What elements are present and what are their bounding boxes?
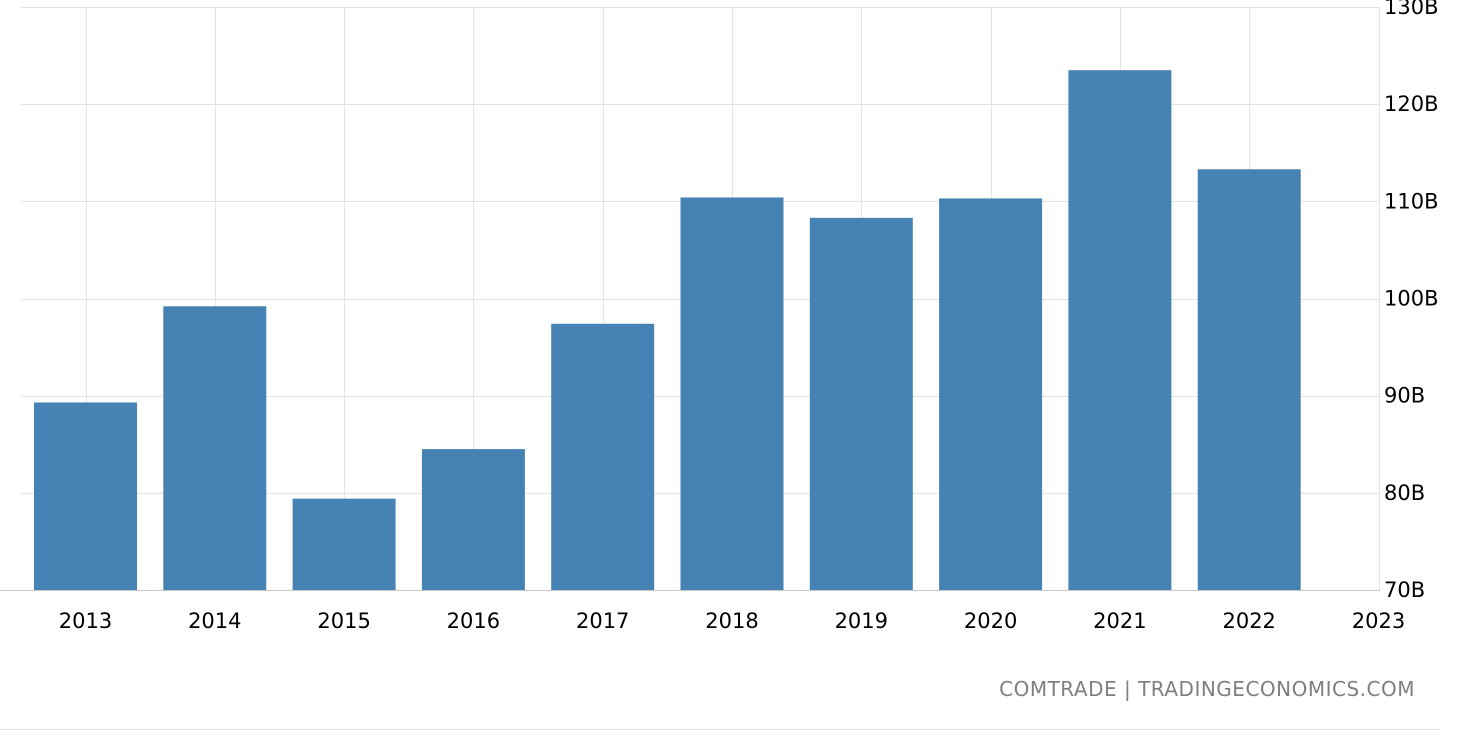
x-tick-label: 2014 bbox=[188, 609, 241, 633]
bar-2017 bbox=[551, 323, 655, 590]
source-attribution: COMTRADE | TRADINGECONOMICS.COM bbox=[999, 677, 1415, 701]
y-tick-label: 100B bbox=[1384, 287, 1439, 311]
x-tick-label: 2015 bbox=[317, 609, 370, 633]
bar-2014 bbox=[163, 306, 267, 590]
y-tick-label: 90B bbox=[1384, 384, 1425, 408]
bar-series bbox=[34, 70, 1301, 591]
x-tick-label: 2023 bbox=[1352, 609, 1405, 633]
y-tick-label: 110B bbox=[1384, 189, 1439, 213]
bar-2013 bbox=[34, 402, 137, 590]
x-tick-label: 2018 bbox=[705, 609, 758, 633]
y-tick-label: 130B bbox=[1384, 0, 1439, 19]
y-tick-label: 70B bbox=[1384, 578, 1425, 602]
footer-divider bbox=[0, 729, 1440, 730]
bar-2022 bbox=[1197, 169, 1301, 591]
bar-2020 bbox=[939, 198, 1043, 590]
x-tick-label: 2016 bbox=[447, 609, 500, 633]
bar-2016 bbox=[421, 449, 525, 590]
bar-2018 bbox=[680, 197, 784, 591]
x-tick-label: 2022 bbox=[1222, 609, 1275, 633]
bar-2015 bbox=[292, 498, 396, 590]
x-tick-label: 2021 bbox=[1093, 609, 1146, 633]
bar-2019 bbox=[809, 217, 913, 590]
y-axis-tick-labels: 70B 80B 90B 100B 110B 120B 130B bbox=[1384, 0, 1439, 602]
bar-2021 bbox=[1068, 70, 1172, 591]
y-tick-label: 80B bbox=[1384, 481, 1425, 505]
x-tick-label: 2017 bbox=[576, 609, 629, 633]
x-tick-label: 2019 bbox=[835, 609, 888, 633]
y-tick-label: 120B bbox=[1384, 92, 1439, 116]
x-axis-tick-labels: 2013 2014 2015 2016 2017 2018 2019 2020 2021 2022… bbox=[59, 609, 1405, 633]
x-tick-label: 2020 bbox=[964, 609, 1017, 633]
x-tick-label: 2013 bbox=[59, 609, 112, 633]
